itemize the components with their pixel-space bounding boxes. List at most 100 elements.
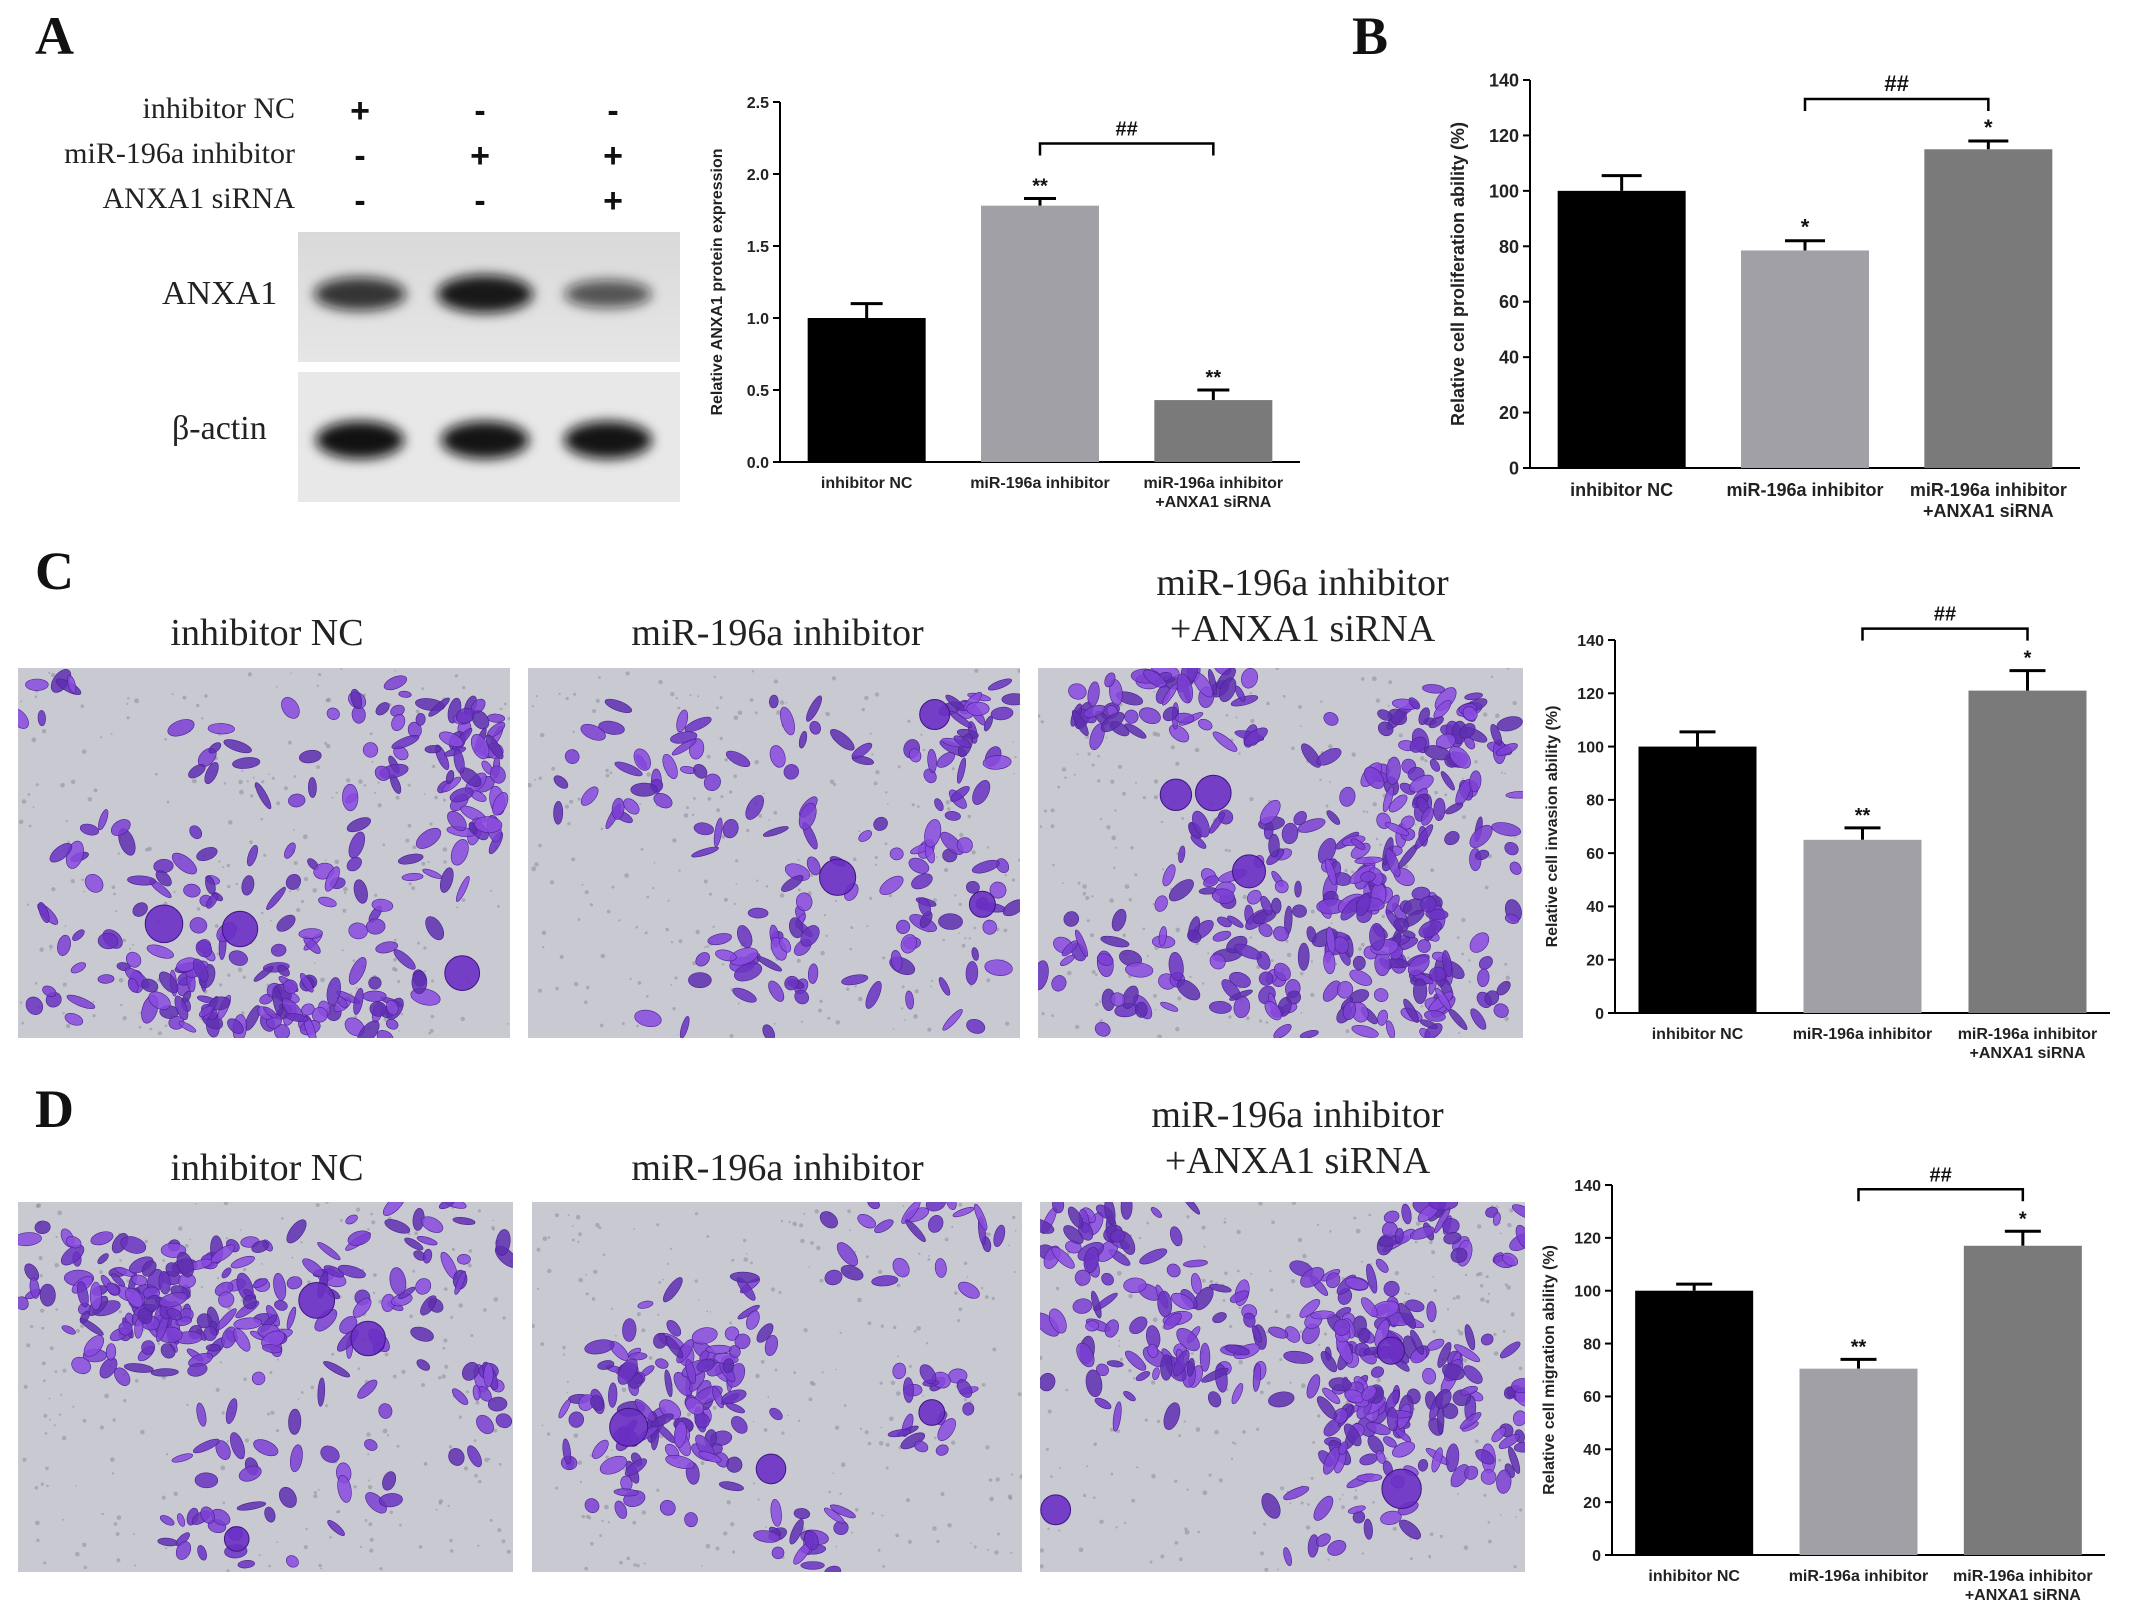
membrane-background xyxy=(18,668,510,1038)
significance-marker: * xyxy=(2019,1208,2027,1230)
significance-marker: ** xyxy=(1206,367,1222,389)
sign-r1-c0: - xyxy=(354,137,366,175)
x-category-label: +ANXA1 siRNA xyxy=(1965,1587,2081,1604)
y-tick-label: 140 xyxy=(1577,633,1604,650)
blot-label-anxa1: ANXA1 xyxy=(162,275,278,312)
bar xyxy=(1741,250,1869,468)
significance-marker: * xyxy=(2024,648,2032,670)
y-tick-label: 0 xyxy=(1592,1548,1601,1565)
bar xyxy=(1799,1368,1918,1555)
sign-r2-c1: - xyxy=(474,182,486,220)
y-tick-label: 120 xyxy=(1574,1231,1601,1248)
blot-band-actin-lane-1 xyxy=(316,421,404,459)
micrograph-d-inhibitor-nc xyxy=(18,1202,513,1572)
stained-cells xyxy=(553,678,1020,1038)
bar xyxy=(1803,839,1922,1013)
y-tick-label: 40 xyxy=(1586,899,1604,916)
x-category-label: +ANXA1 siRNA xyxy=(1969,1045,2085,1062)
panel-letter-c: C xyxy=(35,541,74,601)
stained-cells xyxy=(1038,668,1523,1038)
chart-c-invasion: 0 20 40 60 80 100 120 140 Relative cell invasion… xyxy=(1544,604,2110,1062)
y-tick-label: 0.0 xyxy=(747,455,769,472)
x-category-label: miR-196a inhibitor xyxy=(1953,1568,2093,1585)
sign-r2-c0: - xyxy=(354,182,366,220)
photo-title-d-combo-line1: miR-196a inhibitor xyxy=(1151,1094,1444,1136)
significance-marker: ** xyxy=(1032,175,1048,197)
sign-r0-c2: - xyxy=(607,92,619,130)
significance-marker: * xyxy=(1801,215,1810,240)
y-tick-label: 20 xyxy=(1586,952,1604,969)
y-tick-label: 60 xyxy=(1499,292,1519,312)
bar xyxy=(981,205,1099,462)
y-tick-label: 120 xyxy=(1489,126,1519,146)
significance-bracket xyxy=(1803,97,1990,111)
y-tick-label: 20 xyxy=(1499,403,1519,423)
y-tick-label: 80 xyxy=(1499,237,1519,257)
blot-label-beta-actin: β-actin xyxy=(172,410,267,447)
y-tick-label: 0 xyxy=(1509,458,1519,478)
condition-label-mir196a-inhibitor: miR-196a inhibitor xyxy=(64,137,295,170)
sign-r0-c0: + xyxy=(350,92,370,130)
y-tick-label: 0.5 xyxy=(747,383,769,400)
condition-label-anxa1-sirna: ANXA1 siRNA xyxy=(102,182,295,215)
x-category-label: +ANXA1 siRNA xyxy=(1923,501,2054,521)
y-tick-label: 0 xyxy=(1595,1006,1604,1023)
x-category-label: inhibitor NC xyxy=(1648,1568,1740,1585)
bar xyxy=(1963,1245,2082,1555)
blot-band-anxa1-lane-2 xyxy=(437,275,533,313)
y-tick-label: 40 xyxy=(1499,348,1519,368)
y-tick-label: 1.5 xyxy=(747,239,769,256)
sign-r1-c2: + xyxy=(603,137,623,175)
sign-r0-c1: - xyxy=(474,92,486,130)
micrograph-d-mir196a-inhibitor xyxy=(532,1202,1022,1572)
panel-letter-a: A xyxy=(35,6,74,66)
significance-bracket-label: ## xyxy=(1930,1164,1952,1186)
photo-title-c-combo-line1: miR-196a inhibitor xyxy=(1156,562,1449,604)
x-category-label: inhibitor NC xyxy=(821,475,913,492)
chart-b-proliferation: 0 20 40 60 80 100 120 140 Relative cell prolifer… xyxy=(1448,70,2080,521)
micrograph-c-inhibitor-nc xyxy=(18,668,510,1038)
bar xyxy=(1638,746,1757,1013)
blot-band-anxa1-lane-1 xyxy=(314,277,406,311)
y-tick-label: 100 xyxy=(1574,1283,1601,1300)
x-category-label: inhibitor NC xyxy=(1652,1026,1744,1043)
y-tick-label: 80 xyxy=(1583,1336,1601,1353)
y-tick-label: 60 xyxy=(1586,846,1604,863)
y-tick-label: 80 xyxy=(1586,793,1604,810)
y-tick-label: 2.0 xyxy=(747,167,769,184)
x-category-label: inhibitor NC xyxy=(1570,480,1673,500)
significance-bracket xyxy=(1857,1188,2025,1202)
sign-r1-c1: + xyxy=(470,137,490,175)
bar xyxy=(1635,1290,1754,1555)
bar xyxy=(807,318,926,462)
photo-title-c-combo-line2: +ANXA1 siRNA xyxy=(1169,608,1436,650)
photo-title-c-mir196a: miR-196a inhibitor xyxy=(631,612,924,654)
x-category-label: +ANXA1 siRNA xyxy=(1155,494,1271,511)
micrograph-d-combo xyxy=(1040,1202,1525,1572)
panel-letter-b: B xyxy=(1352,6,1389,66)
y-axis-label: Relative cell invasion ability (%) xyxy=(1544,706,1561,948)
significance-bracket-label: ## xyxy=(1884,71,1908,96)
x-category-label: miR-196a inhibitor xyxy=(1726,480,1883,500)
y-axis-label: Relative cell migration ability (%) xyxy=(1541,1245,1558,1495)
x-category-label: miR-196a inhibitor xyxy=(1910,480,2067,500)
y-tick-label: 100 xyxy=(1489,181,1519,201)
bar xyxy=(1154,400,1273,462)
x-category-label: miR-196a inhibitor xyxy=(1144,475,1284,492)
chart-d-migration: 0 20 40 60 80 100 120 140 Relative cell migratio… xyxy=(1541,1164,2105,1604)
stained-cells xyxy=(1040,1202,1525,1567)
stained-cells xyxy=(18,1202,513,1569)
micrograph-c-combo xyxy=(1038,668,1523,1038)
condition-label-inhibitor-nc: inhibitor NC xyxy=(142,92,295,125)
stained-cells xyxy=(558,1202,1006,1572)
sign-r2-c2: + xyxy=(603,182,623,220)
micrograph-c-mir196a-inhibitor xyxy=(528,668,1020,1038)
significance-marker: * xyxy=(1984,115,1993,140)
photo-title-c-inhibitor-nc: inhibitor NC xyxy=(170,612,364,654)
x-category-label: miR-196a inhibitor xyxy=(970,475,1110,492)
significance-bracket-label: ## xyxy=(1934,604,1956,626)
bar xyxy=(1557,190,1686,468)
bar xyxy=(1968,690,2087,1013)
western-blot-beta-actin xyxy=(298,372,680,502)
x-category-label: miR-196a inhibitor xyxy=(1793,1026,1933,1043)
